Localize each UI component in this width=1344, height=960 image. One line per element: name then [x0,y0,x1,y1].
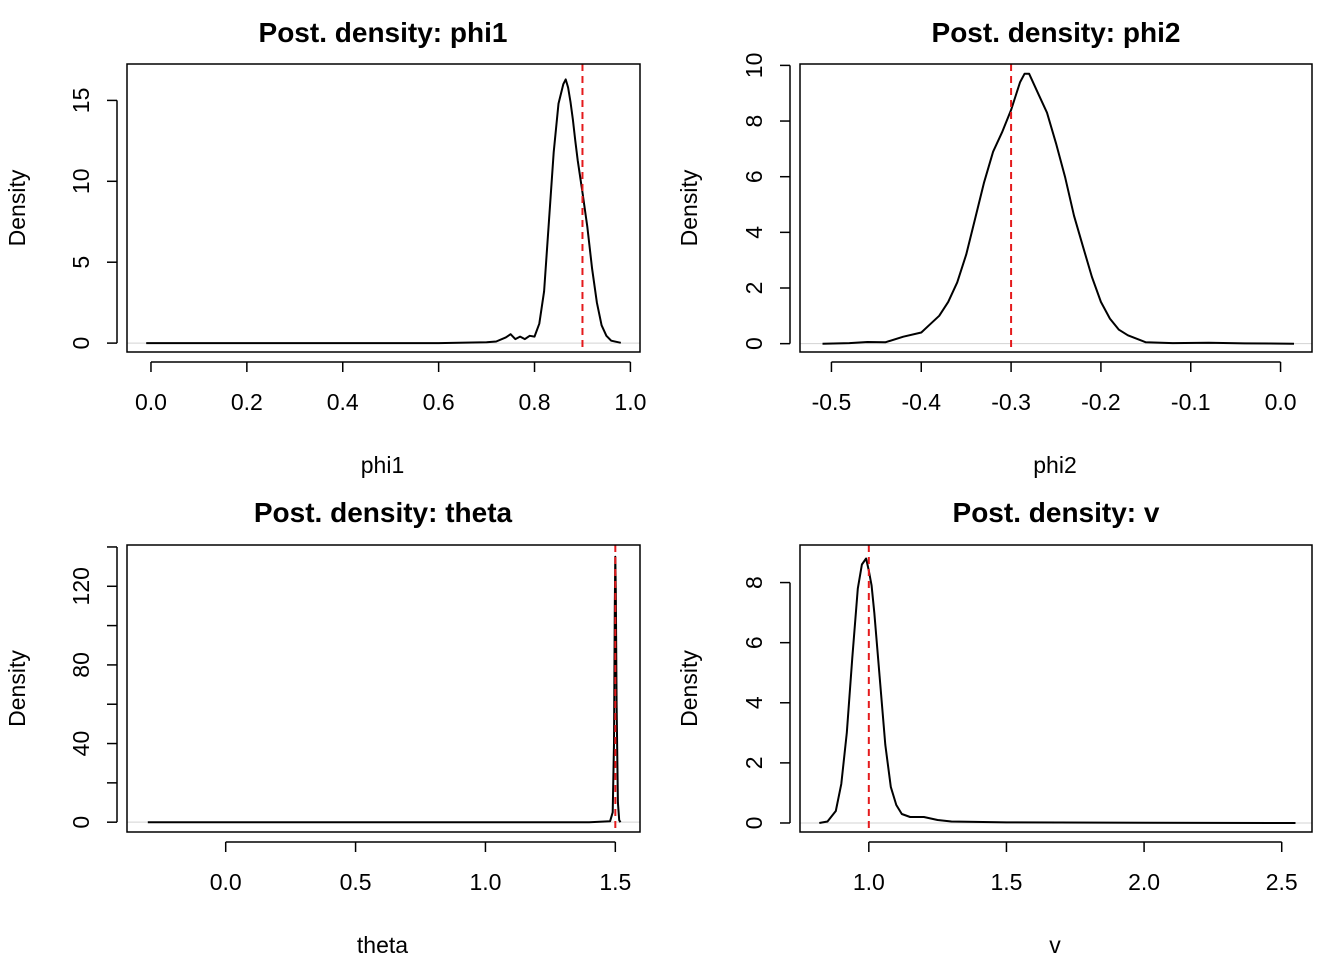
x-tick-label: 0.6 [423,389,455,415]
y-tick-label: 10 [68,169,94,195]
density-panel-phi1: Post. density: phi1 0.0 0.2 0.4 0.6 0.8 1.0 0 5 1… [4,17,646,478]
y-tick-label: 2 [741,282,767,295]
x-tick-label: -0.2 [1081,389,1121,415]
x-axis-label: phi2 [1033,452,1076,478]
density-panel-v: Post. density: v 1.0 1.5 2.0 2.5 0 2 4 6 8 v Densit… [676,497,1313,958]
y-tick-label: 80 [68,652,94,678]
plot-frame [126,63,641,353]
density-curve-phi2 [822,72,1295,345]
plot-frame [799,63,1313,353]
y-tick-label: 2 [741,756,767,769]
density-panel-phi2: Post. density: phi2 -0.5 -0.4 -0.3 -0.2 -0.1 0… [676,17,1313,478]
x-tick-label: -0.3 [991,389,1031,415]
x-tick-label: 1.0 [853,869,885,895]
density-curve-v [819,557,1296,824]
panel-title: Post. density: v [953,497,1160,528]
x-tick-label: 1.5 [599,869,631,895]
x-tick-label: 2.0 [1128,869,1160,895]
plot-frame [799,544,1313,833]
y-tick-label: 40 [68,731,94,757]
y-tick-label: 4 [741,226,767,239]
x-tick-label: 1.0 [614,389,646,415]
y-tick-label: 8 [741,115,767,128]
x-tick-label: 0.0 [135,389,167,415]
y-axis-label: Density [4,650,30,727]
plot-frame [126,544,641,833]
y-axis-label: Density [676,650,702,727]
x-axis-label: phi1 [361,452,404,478]
density-curve-theta [147,555,622,824]
panel-title: Post. density: theta [254,497,513,528]
y-axis-label: Density [4,169,30,246]
y-tick-label: 0 [68,816,94,829]
x-tick-label: -0.5 [812,389,852,415]
density-panel-theta: Post. density: theta 0.0 0.5 1.0 1.5 0 40 80 120… [4,497,641,958]
x-tick-label: 1.0 [469,869,501,895]
y-tick-label: 4 [741,696,767,709]
y-tick-label: 5 [68,256,94,269]
x-axis-label: v [1049,932,1061,958]
x-tick-label: 0.4 [327,389,359,415]
y-tick-label: 8 [741,576,767,589]
y-axis-label: Density [676,169,702,246]
x-tick-label: 0.0 [210,869,242,895]
y-tick-label: 0 [741,817,767,830]
panel-title: Post. density: phi1 [259,17,508,48]
x-tick-label: 0.0 [1265,389,1297,415]
x-tick-label: -0.4 [901,389,941,415]
density-curve-phi1 [146,78,622,345]
x-tick-label: 0.2 [231,389,263,415]
panel-title: Post. density: phi2 [932,17,1181,48]
y-tick-label: 0 [741,337,767,350]
x-tick-label: -0.1 [1171,389,1211,415]
x-tick-label: 0.5 [340,869,372,895]
y-tick-label: 10 [741,53,767,79]
y-tick-label: 0 [68,337,94,350]
x-tick-label: 0.8 [519,389,551,415]
x-tick-label: 1.5 [990,869,1022,895]
y-tick-label: 15 [68,88,94,114]
y-tick-label: 120 [68,567,94,605]
y-tick-label: 6 [741,170,767,183]
x-tick-label: 2.5 [1266,869,1298,895]
y-tick-label: 6 [741,636,767,649]
x-axis-label: theta [357,932,408,958]
